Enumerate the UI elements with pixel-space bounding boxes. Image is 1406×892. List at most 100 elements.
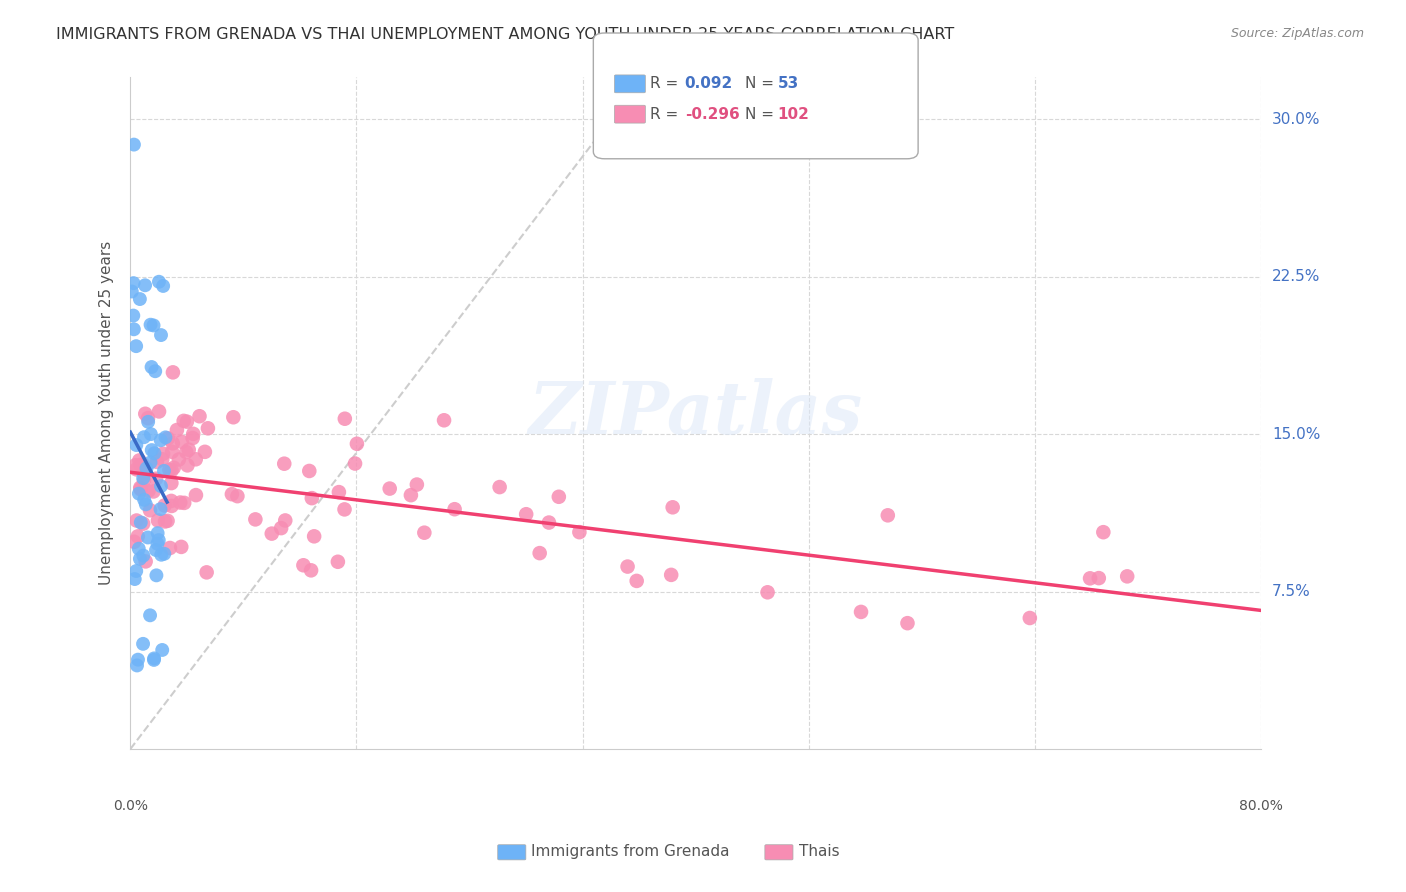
Point bbox=[145, 568, 167, 582]
Point bbox=[139, 318, 162, 332]
Point bbox=[181, 426, 204, 441]
Point bbox=[138, 483, 160, 498]
Point bbox=[127, 653, 149, 667]
Point bbox=[142, 318, 165, 333]
Point bbox=[626, 574, 648, 588]
Point bbox=[346, 436, 368, 450]
Point bbox=[141, 443, 163, 458]
Point bbox=[170, 540, 193, 554]
Point bbox=[405, 477, 427, 491]
Point bbox=[194, 445, 217, 459]
Point bbox=[537, 516, 560, 530]
Point bbox=[433, 413, 456, 427]
Point bbox=[301, 491, 323, 505]
Point bbox=[245, 512, 267, 526]
Point bbox=[132, 637, 155, 651]
Point bbox=[273, 457, 295, 471]
Point bbox=[156, 514, 179, 528]
Point bbox=[132, 430, 155, 444]
Point bbox=[122, 309, 145, 323]
Text: IMMIGRANTS FROM GRENADA VS THAI UNEMPLOYMENT AMONG YOUTH UNDER 25 YEARS CORRELAT: IMMIGRANTS FROM GRENADA VS THAI UNEMPLOY… bbox=[56, 27, 955, 42]
Point bbox=[221, 487, 243, 501]
Point bbox=[184, 488, 207, 502]
Point bbox=[167, 452, 190, 467]
Point bbox=[142, 653, 165, 667]
Point bbox=[122, 322, 145, 336]
Point bbox=[142, 484, 165, 499]
Point bbox=[333, 411, 356, 425]
Point bbox=[135, 497, 157, 511]
Point bbox=[150, 328, 173, 343]
Point bbox=[174, 445, 197, 459]
Point bbox=[157, 463, 180, 477]
Point bbox=[328, 485, 350, 500]
Y-axis label: Unemployment Among Youth under 25 years: Unemployment Among Youth under 25 years bbox=[100, 241, 114, 585]
Point bbox=[173, 414, 195, 428]
Point bbox=[136, 531, 159, 545]
Point bbox=[166, 423, 188, 437]
Point bbox=[128, 541, 150, 556]
Point bbox=[160, 476, 183, 491]
Point bbox=[378, 482, 401, 496]
Point bbox=[616, 559, 638, 574]
Point bbox=[849, 605, 872, 619]
Point bbox=[159, 541, 181, 555]
Point bbox=[443, 502, 465, 516]
Point bbox=[160, 499, 183, 513]
Point bbox=[197, 421, 219, 435]
Point bbox=[146, 455, 169, 469]
Point bbox=[139, 608, 162, 623]
Point bbox=[129, 458, 152, 472]
Point bbox=[134, 467, 156, 481]
Point bbox=[333, 502, 356, 516]
Point bbox=[134, 407, 156, 421]
Point bbox=[145, 543, 167, 558]
Point bbox=[184, 452, 207, 467]
Text: N =: N = bbox=[745, 77, 779, 91]
Point bbox=[134, 492, 156, 507]
Point bbox=[128, 453, 150, 467]
Text: R =: R = bbox=[650, 107, 683, 121]
Point bbox=[132, 516, 155, 531]
Point bbox=[188, 409, 211, 424]
Point bbox=[1018, 611, 1040, 625]
Point bbox=[1116, 569, 1139, 583]
Point bbox=[150, 643, 173, 657]
Point bbox=[124, 458, 146, 472]
Point bbox=[344, 457, 367, 471]
Point bbox=[529, 546, 551, 560]
Point bbox=[568, 525, 591, 540]
Point bbox=[128, 292, 150, 306]
Text: 80.0%: 80.0% bbox=[1239, 799, 1284, 814]
Point bbox=[132, 471, 155, 485]
Text: 53: 53 bbox=[778, 77, 799, 91]
Point bbox=[176, 415, 198, 429]
Point bbox=[141, 359, 163, 374]
Point bbox=[146, 526, 169, 541]
Point bbox=[129, 516, 152, 530]
Point bbox=[124, 572, 146, 586]
Text: 30.0%: 30.0% bbox=[1272, 112, 1320, 127]
Point bbox=[298, 464, 321, 478]
Point bbox=[515, 507, 537, 521]
Point bbox=[326, 555, 349, 569]
Point bbox=[125, 564, 148, 578]
Point bbox=[260, 526, 283, 541]
Point bbox=[132, 549, 155, 563]
Point bbox=[162, 436, 184, 450]
Point bbox=[146, 537, 169, 551]
Point bbox=[139, 427, 162, 442]
Point bbox=[125, 514, 148, 528]
Point bbox=[148, 404, 170, 418]
Text: 7.5%: 7.5% bbox=[1272, 584, 1310, 599]
Point bbox=[122, 534, 145, 549]
Point bbox=[896, 616, 918, 631]
Point bbox=[143, 651, 166, 665]
Point bbox=[121, 285, 143, 299]
Point bbox=[1092, 525, 1115, 540]
Point bbox=[127, 529, 149, 543]
Point bbox=[153, 464, 176, 478]
Point bbox=[152, 279, 174, 293]
Text: 22.5%: 22.5% bbox=[1272, 269, 1320, 285]
Point bbox=[149, 434, 172, 448]
